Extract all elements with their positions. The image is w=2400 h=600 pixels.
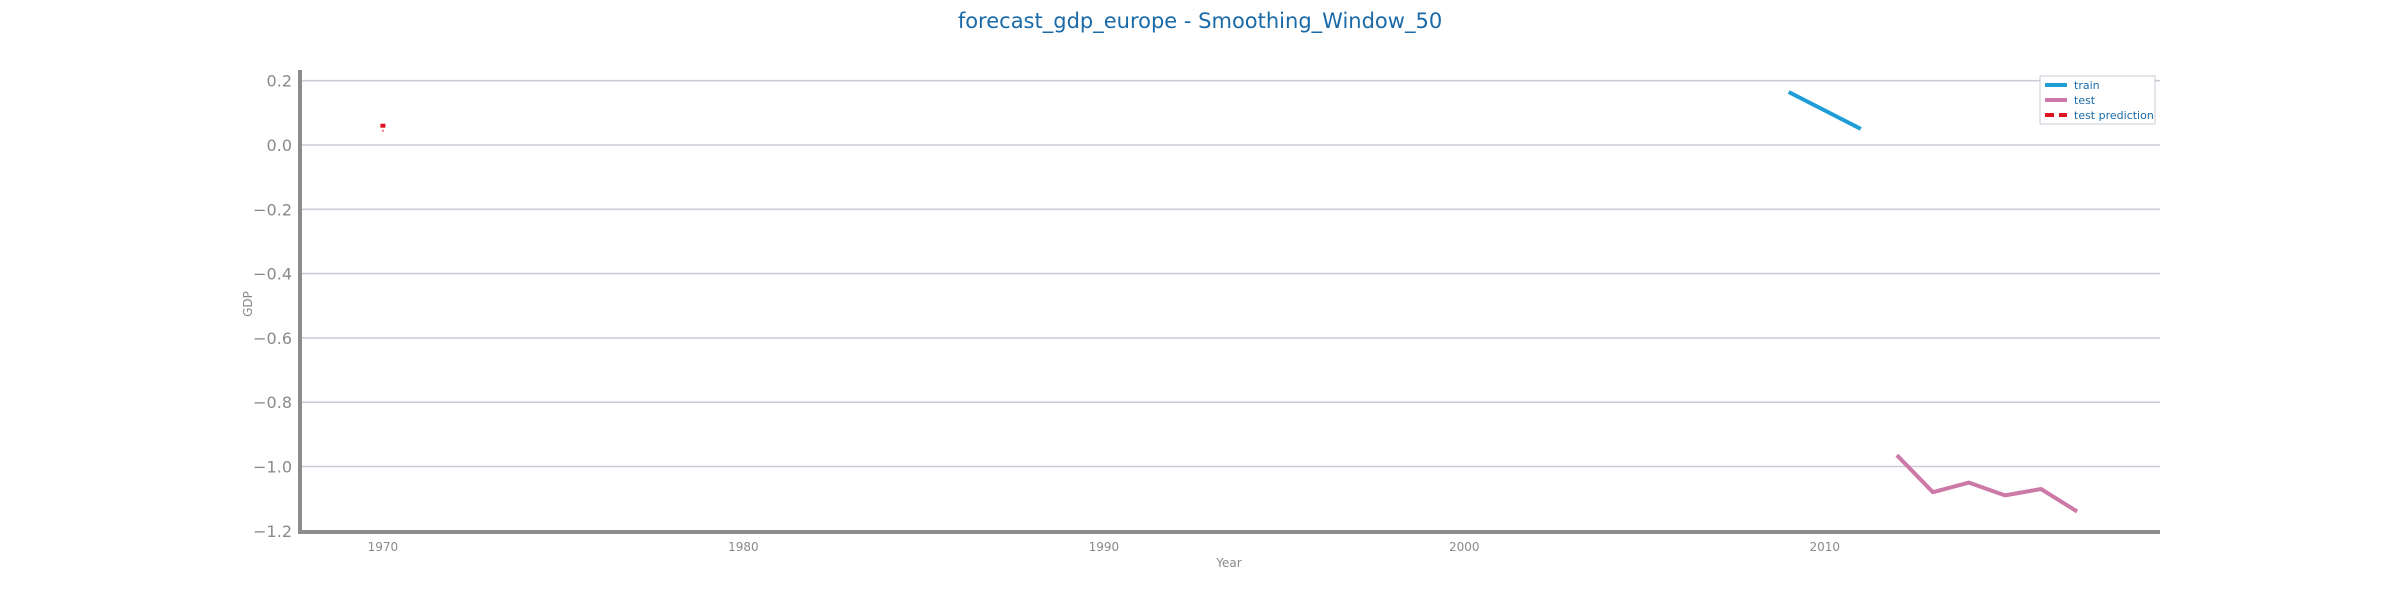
legend-entry-label: train: [2074, 79, 2100, 92]
y-tick-label: 0.2: [267, 72, 292, 91]
y-tick-label: −0.2: [253, 200, 292, 219]
y-tick-label: −0.4: [253, 265, 292, 284]
legend-entry-label: test prediction: [2074, 109, 2154, 122]
x-tick-label: 2010: [1809, 540, 1840, 554]
series-test-line: [1895, 453, 2079, 514]
x-tick-label: 1980: [728, 540, 759, 554]
y-tick-label: 0.0: [267, 136, 292, 155]
x-axis-ticks: 1970 1980 1990 2000 2010: [368, 540, 1840, 554]
y-tick-label: −1.2: [253, 522, 292, 541]
x-axis-label: Year: [1215, 556, 1241, 570]
x-tick-label: 2000: [1449, 540, 1480, 554]
x-tick-label: 1970: [368, 540, 399, 554]
series-train-line: [1787, 90, 1862, 131]
y-tick-label: −0.6: [253, 329, 292, 348]
y-axis-label: GDP: [241, 291, 255, 317]
legend-entry-label: test: [2074, 94, 2096, 107]
legend: train test test prediction: [2039, 75, 2156, 125]
series-group: [380, 90, 2079, 514]
y-axis-ticks: 0.2 0.0 −0.2 −0.4 −0.6 −0.8 −1.0 −1.2: [253, 72, 292, 541]
x-tick-label: 1990: [1089, 540, 1120, 554]
y-tick-label: −0.8: [253, 393, 292, 412]
grid-lines: [300, 79, 2160, 468]
chart-title: forecast_gdp_europe - Smoothing_Window_5…: [958, 9, 1442, 34]
y-tick-label: −1.0: [253, 458, 292, 477]
